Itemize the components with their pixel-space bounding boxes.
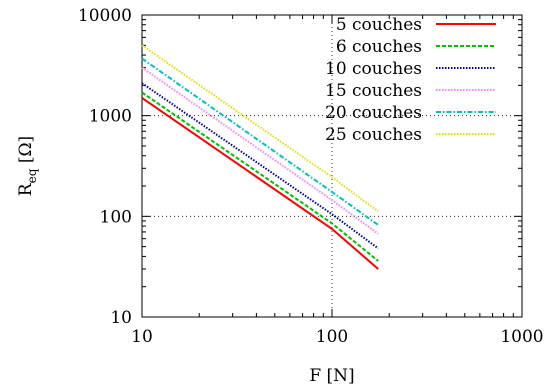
legend-label: 25 couches: [325, 125, 422, 145]
series-line-2: [141, 91, 379, 262]
legend-label: 15 couches: [325, 81, 422, 101]
legend-label: 10 couches: [325, 59, 422, 79]
x-axis-title: F [N]: [309, 366, 354, 386]
x-tick-label: 1000: [500, 327, 543, 347]
series-layer: [141, 44, 379, 270]
y-axis-title-main: R: [16, 182, 36, 196]
legend-label: 5 couches: [336, 15, 422, 35]
y-axis-title: Req [Ω]: [16, 136, 39, 196]
series-line-4: [141, 66, 379, 235]
y-axis-title-subscript: eq: [25, 168, 39, 183]
y-tick-label: 1000: [89, 107, 132, 127]
series-line-6: [141, 44, 379, 213]
series-line-1: [141, 97, 379, 270]
y-axis-title-unit: [Ω]: [16, 136, 36, 169]
legend-label: 6 couches: [336, 37, 422, 57]
series-line-5: [141, 57, 379, 226]
grid-layer: [142, 15, 522, 317]
x-tick-label: 100: [316, 327, 348, 347]
legend-label: 20 couches: [325, 103, 422, 123]
y-tick-label: 100: [100, 207, 132, 227]
y-tick-label: 10: [110, 308, 132, 328]
y-tick-label: 10000: [78, 6, 132, 26]
x-tick-label: 10: [131, 327, 153, 347]
ticks-layer: 10 100 1000 10 100 1000 10000: [78, 6, 544, 347]
